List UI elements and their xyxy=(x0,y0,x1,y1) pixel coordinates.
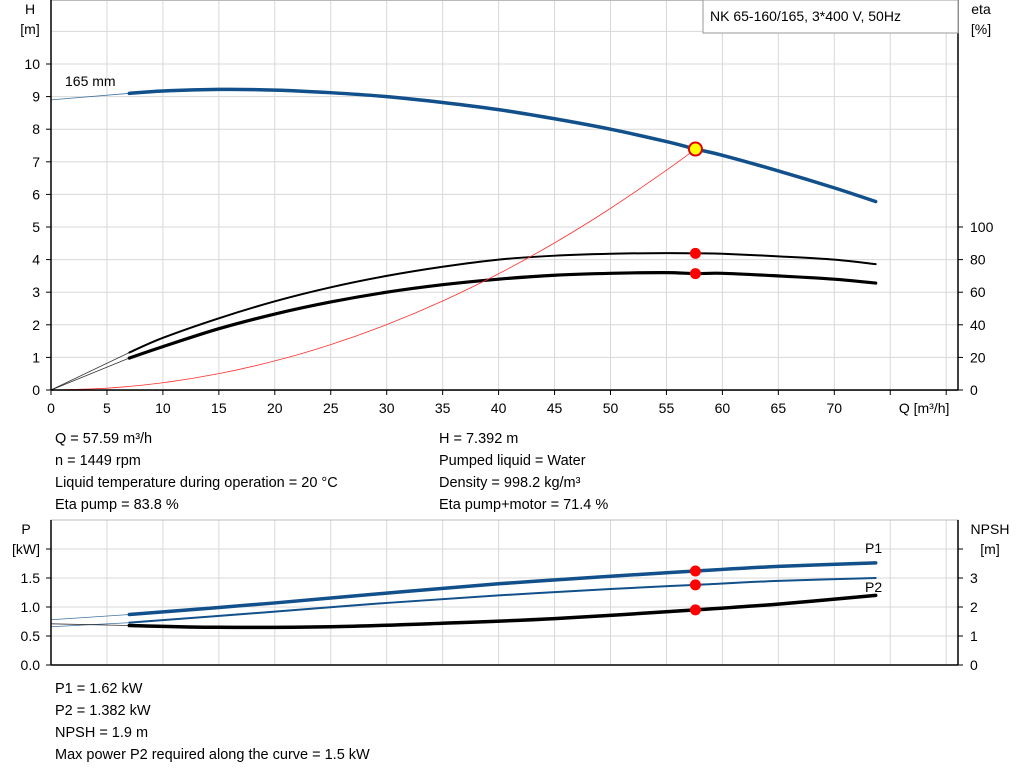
y-axis-label-h: H xyxy=(25,1,35,17)
p-tick-label: 1.0 xyxy=(21,599,41,615)
info-head: H = 7.392 m xyxy=(439,431,519,447)
y-tick-label: 6 xyxy=(32,186,40,202)
y-tick-label: 4 xyxy=(32,252,40,268)
plot-area-top xyxy=(50,0,959,391)
y-axis-unit-p: [kW] xyxy=(12,541,40,557)
info-npsh: NPSH = 1.9 m xyxy=(55,725,149,741)
chart-title: NK 65-160/165, 3*400 V, 50Hz xyxy=(710,8,901,24)
x-tick-label: 0 xyxy=(47,400,55,416)
x-tick-label: 60 xyxy=(715,400,731,416)
info-eta-pump-motor: Eta pump+motor = 71.4 % xyxy=(439,497,609,513)
x-tick-label: 25 xyxy=(323,400,339,416)
y-axis-unit-npsh: [m] xyxy=(980,541,999,557)
curve-system_curve xyxy=(50,148,696,391)
curve-extrapolation-head xyxy=(50,92,130,101)
info-flow: Q = 57.59 m³/h xyxy=(55,431,153,447)
legend-box: NK 65-160/165, 3*400 V, 50Hz xyxy=(702,0,959,34)
npsh-tick-label: 2 xyxy=(970,599,978,615)
info-temperature: Liquid temperature during operation = 20… xyxy=(55,475,338,491)
eta-tick-label: 40 xyxy=(970,317,986,333)
y-axis-unit-eta: [%] xyxy=(971,21,991,37)
x-tick-label: 10 xyxy=(155,400,171,416)
p-tick-label: 0.5 xyxy=(21,628,41,644)
x-tick-label: 20 xyxy=(267,400,283,416)
curve-label-diameter: 165 mm xyxy=(65,73,116,89)
x-tick-label: 5 xyxy=(103,400,111,416)
duty-point-P2 xyxy=(689,579,701,591)
y-tick-label: 7 xyxy=(32,154,40,170)
x-tick-label: 30 xyxy=(379,400,395,416)
y-tick-label: 9 xyxy=(32,89,40,105)
x-tick-label: 70 xyxy=(827,400,843,416)
x-tick-label: 45 xyxy=(547,400,563,416)
series-label-p1: P1 xyxy=(865,540,882,556)
x-tick-label: 65 xyxy=(771,400,787,416)
y-tick-label: 10 xyxy=(24,56,40,72)
npsh-tick-label: 0 xyxy=(970,657,978,673)
duty-point-eta_pump_motor xyxy=(689,268,701,280)
duty-point-eta_pump xyxy=(689,247,701,259)
eta-tick-label: 0 xyxy=(970,382,978,398)
duty-point-head xyxy=(687,141,703,157)
y-tick-label: 3 xyxy=(32,284,40,300)
curve-P2 xyxy=(128,577,877,624)
eta-tick-label: 60 xyxy=(970,284,986,300)
curve-head xyxy=(127,87,878,204)
p-tick-label: 1.5 xyxy=(21,570,41,586)
info-top-left: Q = 57.59 m³/h n = 1449 rpm Liquid tempe… xyxy=(55,428,338,516)
info-p2: P2 = 1.382 kW xyxy=(55,703,151,719)
y-tick-label: 2 xyxy=(32,317,40,333)
y-tick-label: 8 xyxy=(32,121,40,137)
curve-NPSH xyxy=(127,593,878,630)
info-p1: P1 = 1.62 kW xyxy=(55,681,143,697)
x-tick-label: 55 xyxy=(659,400,675,416)
eta-tick-label: 80 xyxy=(970,252,986,268)
info-bottom: P1 = 1.62 kW P2 = 1.382 kW NPSH = 1.9 m … xyxy=(55,678,370,766)
info-density: Density = 998.2 kg/m³ xyxy=(439,475,581,491)
eta-tick-label: 100 xyxy=(970,219,994,235)
curve-P1 xyxy=(127,561,878,617)
y-axis-label-npsh: NPSH xyxy=(971,521,1010,537)
npsh-tick-label: 3 xyxy=(970,570,978,586)
info-top-right: H = 7.392 m Pumped liquid = Water Densit… xyxy=(439,428,608,516)
plot-area-bottom xyxy=(50,519,959,666)
npsh-tick-label: 1 xyxy=(970,628,978,644)
info-eta-pump: Eta pump = 83.8 % xyxy=(55,497,179,513)
y-tick-label: 5 xyxy=(32,219,40,235)
eta-tick-label: 20 xyxy=(970,349,986,365)
info-speed: n = 1449 rpm xyxy=(55,453,141,469)
series-label-p2: P2 xyxy=(865,579,882,595)
duty-point-NPSH xyxy=(689,604,701,616)
y-axis-label-eta: eta xyxy=(971,1,991,17)
curve-extrapolation-NPSH xyxy=(50,623,130,626)
y-axis-label-p: P xyxy=(21,521,30,537)
x-tick-label: 35 xyxy=(435,400,451,416)
curve-eta_pump_motor xyxy=(127,271,878,360)
y-tick-label: 1 xyxy=(32,349,40,365)
curve-extrapolation-eta_pump_motor xyxy=(50,357,130,391)
x-tick-label: 40 xyxy=(491,400,507,416)
info-max-power: Max power P2 required along the curve = … xyxy=(55,747,370,763)
x-tick-label: 15 xyxy=(211,400,227,416)
curve-extrapolation-P1 xyxy=(50,614,130,621)
x-tick-label: 50 xyxy=(603,400,619,416)
duty-point-P1 xyxy=(689,565,701,577)
curve-eta_pump xyxy=(128,252,877,354)
y-axis-unit-h: [m] xyxy=(20,21,39,37)
info-liquid: Pumped liquid = Water xyxy=(439,453,586,469)
p-tick-label: 0.0 xyxy=(21,657,41,673)
curve-extrapolation-eta_pump xyxy=(50,352,130,391)
x-axis-label: Q [m³/h] xyxy=(899,400,950,416)
y-tick-label: 0 xyxy=(32,382,40,398)
